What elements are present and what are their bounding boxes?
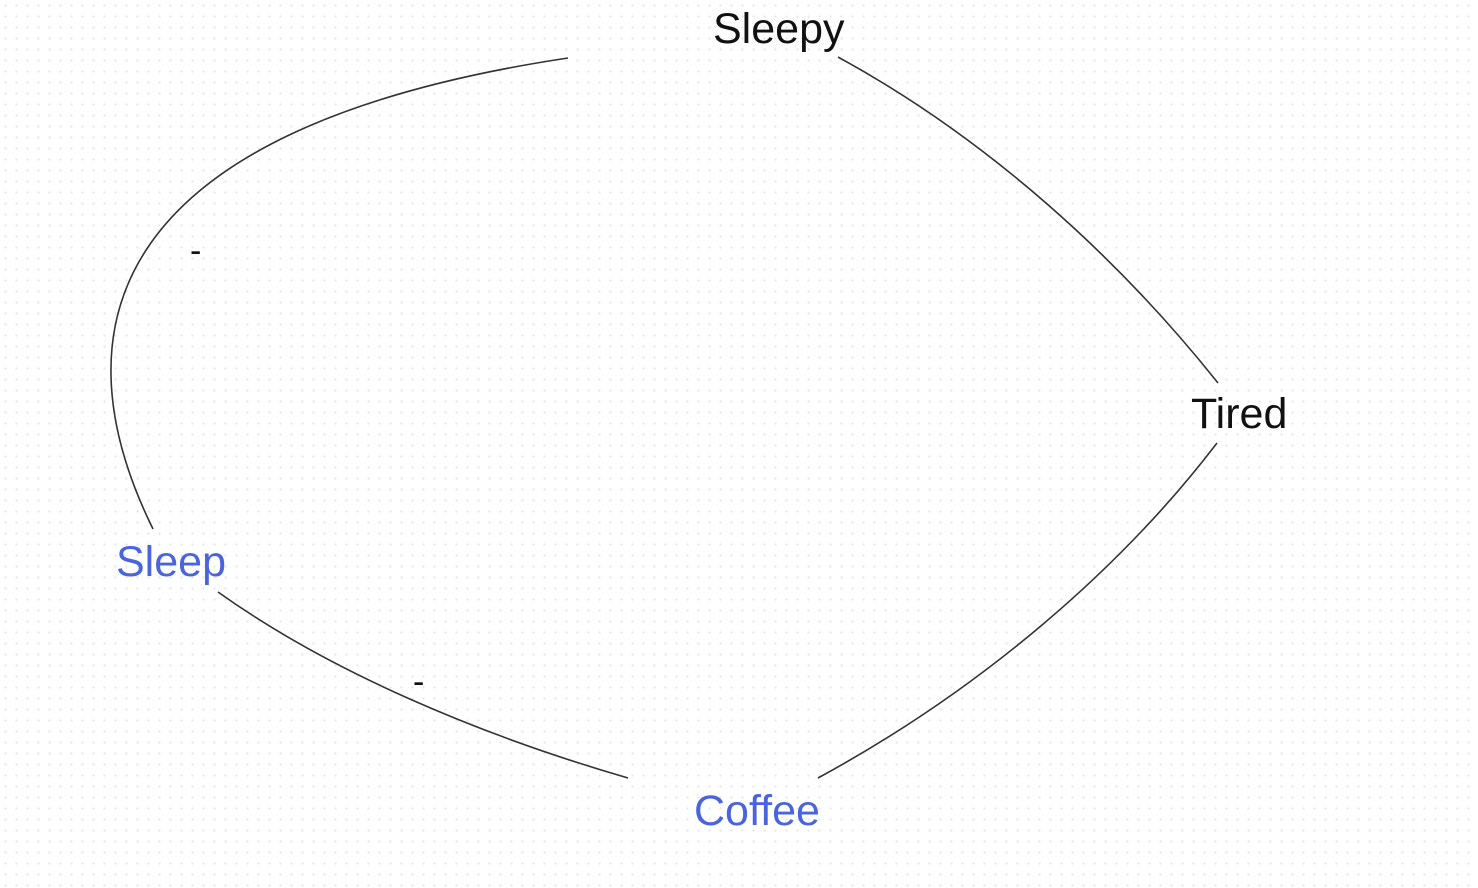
polarity-label-coffee-sleep: -	[413, 663, 425, 701]
node-tired[interactable]: Tired	[1191, 390, 1288, 438]
polarity-label-sleep-sleepy: -	[190, 232, 202, 270]
node-sleepy[interactable]: Sleepy	[713, 5, 845, 53]
edge-sleepy-tired[interactable]	[837, 56, 1219, 384]
node-sleep[interactable]: Sleep	[116, 538, 226, 586]
edge-coffee-sleep[interactable]	[217, 591, 629, 779]
node-coffee[interactable]: Coffee	[694, 787, 820, 835]
edge-sleep-sleepy[interactable]	[110, 57, 569, 530]
edge-tired-coffee[interactable]	[817, 442, 1218, 779]
